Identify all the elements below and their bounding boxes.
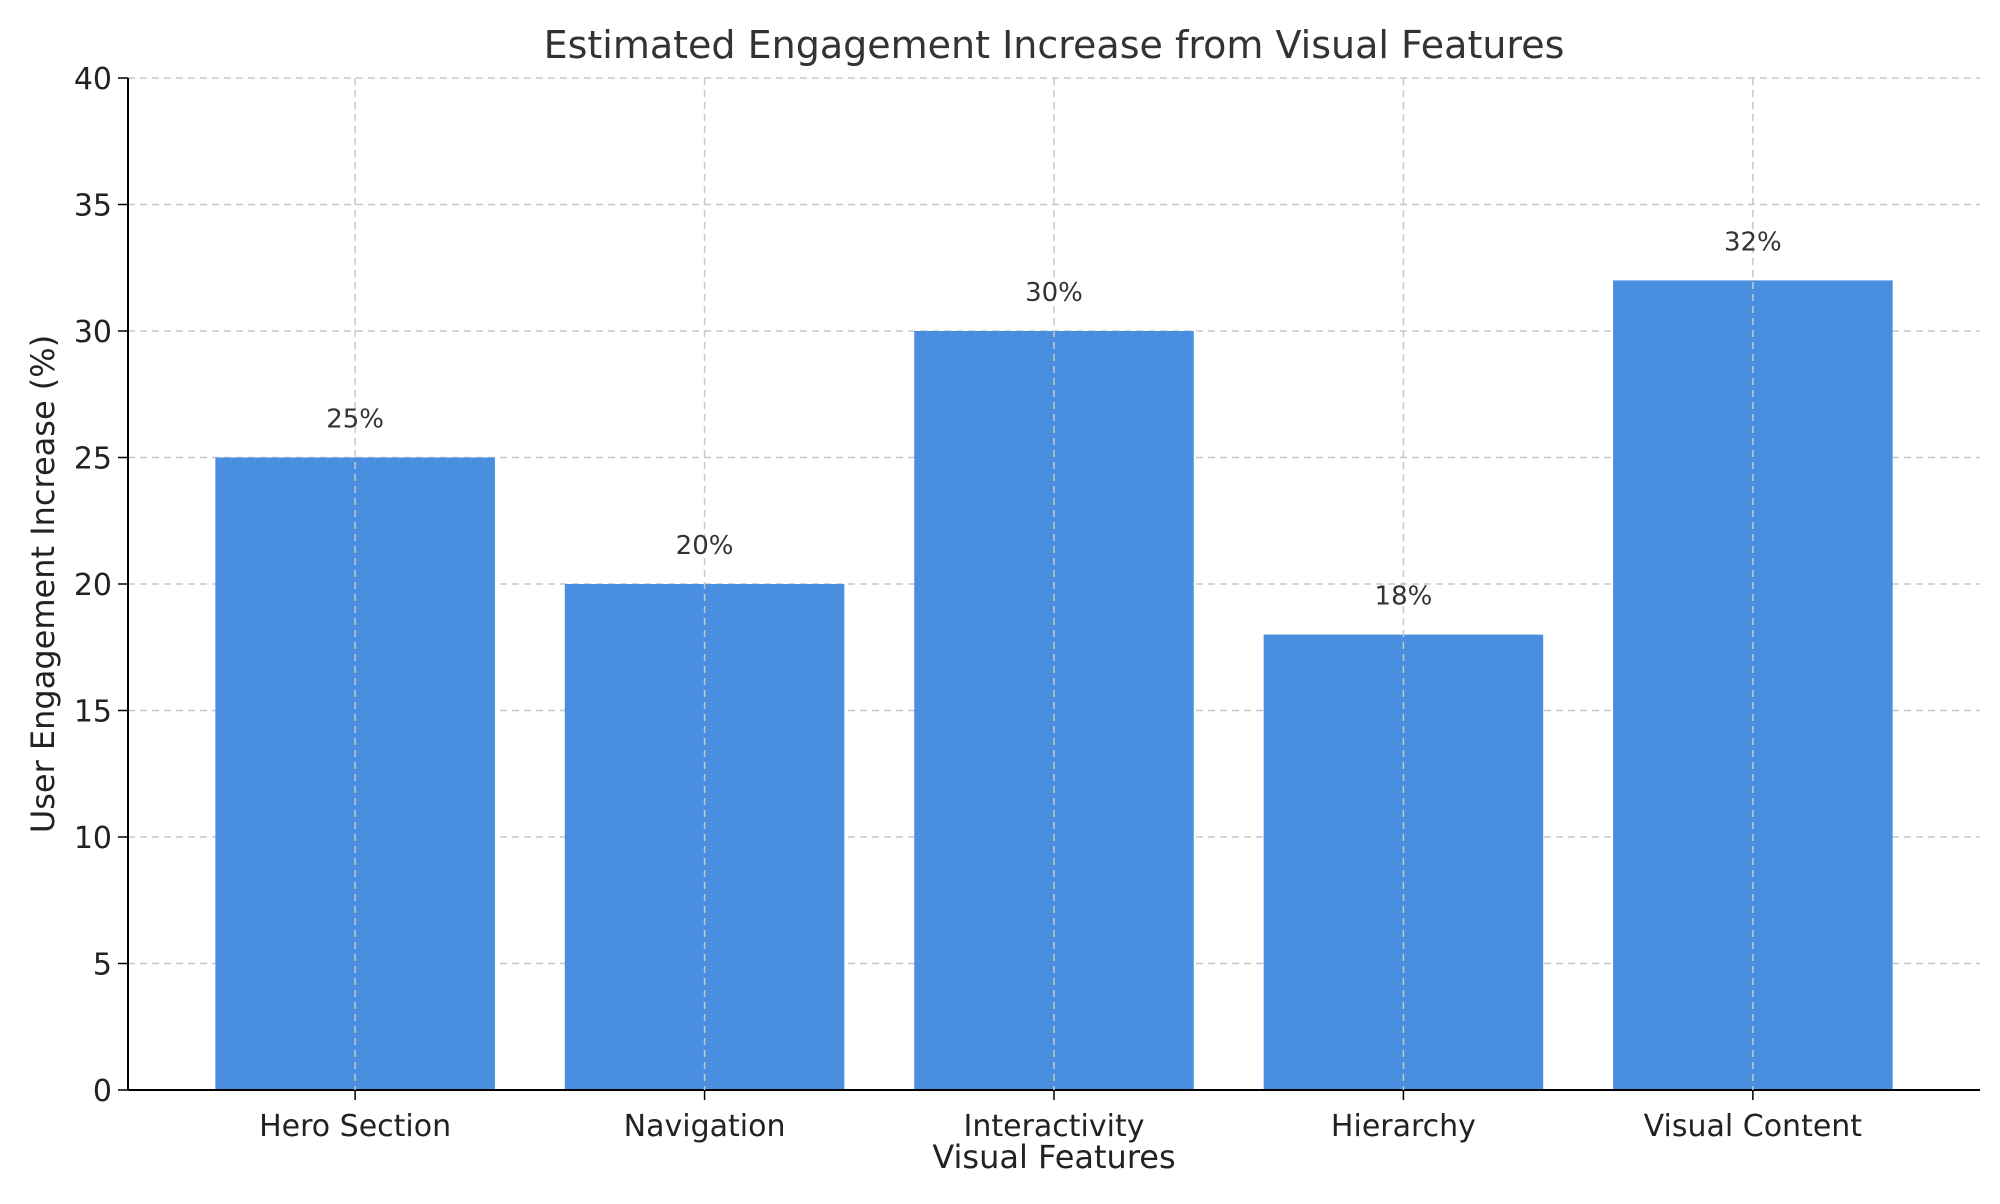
y-tick-label: 25 xyxy=(74,442,112,477)
y-tick-label: 15 xyxy=(74,695,112,730)
x-tick-label: Hierarchy xyxy=(1331,1109,1476,1144)
x-tick-label: Visual Content xyxy=(1644,1109,1863,1144)
x-tick-label: Interactivity xyxy=(964,1109,1145,1144)
y-tick-label: 35 xyxy=(74,189,112,224)
bar-value-label: 25% xyxy=(326,405,384,435)
bar-value-label: 30% xyxy=(1025,278,1083,308)
chart-title: Estimated Engagement Increase from Visua… xyxy=(544,23,1565,67)
y-tick-label: 30 xyxy=(74,315,112,350)
x-tick-label: Navigation xyxy=(624,1109,786,1144)
y-tick-label: 10 xyxy=(74,821,112,856)
y-tick-label: 40 xyxy=(74,62,112,97)
bar-value-label: 18% xyxy=(1375,582,1433,612)
bar-interactivity xyxy=(914,331,1194,1090)
y-tick-label: 5 xyxy=(93,948,112,983)
y-tick-label: 0 xyxy=(93,1074,112,1109)
y-tick-label: 20 xyxy=(74,568,112,603)
x-tick-label: Hero Section xyxy=(259,1109,451,1144)
bar-value-label: 20% xyxy=(676,531,734,561)
bar-value-label: 32% xyxy=(1724,227,1782,257)
labels: 0 5 10 15 20 25 30 35 40 Hero Section 25% Navigatio… xyxy=(74,62,1862,1144)
x-axis-title: Visual Features xyxy=(932,1138,1175,1176)
y-axis-title: User Engagement Increase (%) xyxy=(24,335,62,833)
